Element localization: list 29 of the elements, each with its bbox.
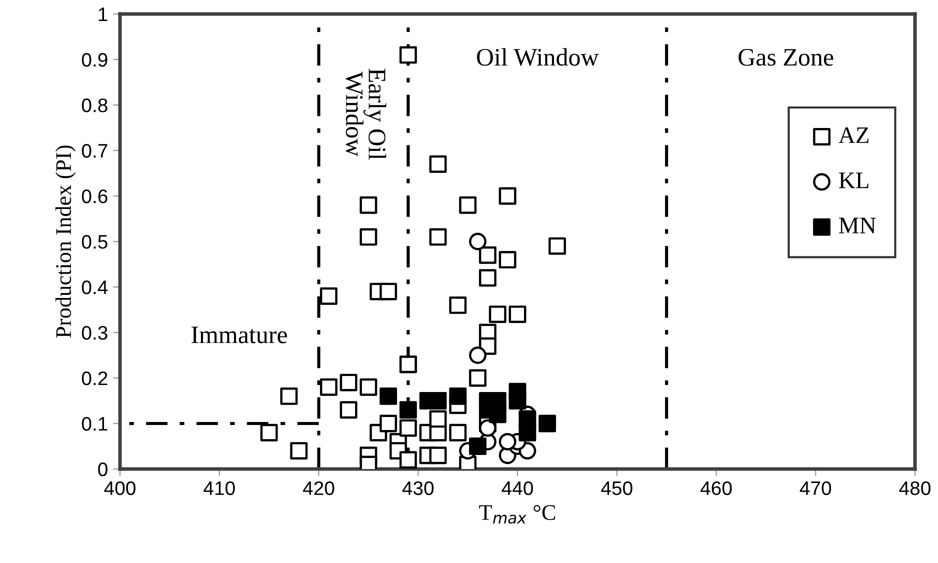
x-tick-label: 460 bbox=[700, 481, 732, 496]
x-tick-label: 440 bbox=[502, 481, 533, 496]
x-tick-label: 470 bbox=[800, 481, 832, 496]
x-tick-label: 400 bbox=[104, 481, 136, 496]
legend-label: KL bbox=[838, 172, 868, 188]
annotation: Gas Zone bbox=[738, 48, 834, 66]
x-tick-label: 430 bbox=[402, 481, 434, 496]
legend-label: MN bbox=[838, 218, 876, 234]
x-tick-label: 450 bbox=[601, 481, 632, 496]
annotation: Early Oil Window bbox=[346, 68, 386, 160]
x-axis-title: T$_{max}$ °C bbox=[479, 505, 556, 524]
y-tick-label: 0.3 bbox=[82, 326, 108, 340]
annotation: Immature bbox=[192, 326, 287, 344]
x-tick-label: 410 bbox=[204, 481, 235, 496]
y-tick-label: 0 bbox=[98, 462, 108, 476]
legend-label: AZ bbox=[838, 127, 868, 143]
x-tick-label: 420 bbox=[302, 481, 334, 496]
x-tick-label: 480 bbox=[899, 481, 930, 496]
y-axis-title: Production Index (PI) bbox=[55, 146, 76, 338]
y-tick-label: 1 bbox=[98, 8, 108, 22]
y-tick-label: 0.6 bbox=[82, 189, 108, 204]
y-tick-label: 0.9 bbox=[82, 52, 108, 67]
y-tick-label: 0.7 bbox=[82, 144, 108, 158]
y-tick-label: 0.1 bbox=[82, 416, 108, 431]
y-tick-label: 0.2 bbox=[82, 371, 108, 386]
annotation: Oil Window bbox=[476, 48, 599, 66]
y-tick-label: 0.5 bbox=[82, 234, 108, 249]
y-tick-label: 0.4 bbox=[82, 280, 108, 294]
y-tick-label: 0.8 bbox=[82, 98, 108, 112]
